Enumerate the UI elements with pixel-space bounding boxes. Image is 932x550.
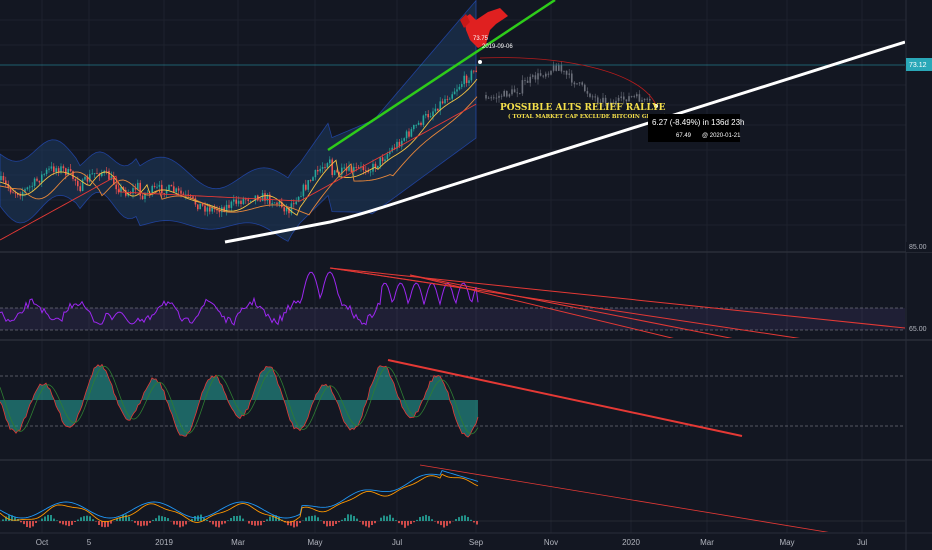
stochastic-pane[interactable]	[0, 359, 906, 438]
peak-value: 73.75	[473, 36, 489, 42]
measure-line-3: @ 2020-01-21	[702, 133, 741, 139]
macd-line	[0, 470, 479, 519]
price-pane[interactable]	[0, 0, 906, 244]
macd-signal-line	[0, 473, 479, 523]
time-axis-label: 5	[87, 538, 92, 547]
time-axis-label: May	[307, 538, 322, 547]
measure-start-point[interactable]	[478, 60, 482, 64]
measure-end-point[interactable]	[654, 104, 658, 108]
rsi-pane[interactable]	[0, 267, 906, 340]
candlestick-series	[0, 66, 477, 218]
stochastic-area	[0, 364, 478, 438]
moving-averages	[0, 78, 478, 241]
peak-date: 2019-09-06	[482, 44, 513, 50]
time-axis-label: 2019	[155, 538, 173, 547]
annotation-title: POSSIBLE ALTS RELIEF RALLYE	[500, 103, 666, 113]
price-tag: 73.12	[906, 58, 932, 71]
white-trendline[interactable]	[224, 40, 905, 244]
annotation-subtitle: ( TOTAL MARKET CAP EXCLUDE BITCOIN GROW …	[508, 113, 667, 120]
time-axis-label: Jul	[857, 538, 867, 547]
annotation: POSSIBLE ALTS RELIEF RALLYE ( TOTAL MARK…	[500, 103, 667, 120]
stochastic-trendline	[387, 359, 743, 437]
stochastic-d-line	[0, 365, 479, 435]
rsi-trendlines	[329, 267, 905, 338]
time-axis-label: Mar	[700, 538, 714, 547]
rsi-band	[0, 308, 905, 330]
time-axis-label: Mar	[231, 538, 245, 547]
green-trendline[interactable]	[327, 0, 556, 152]
time-axis: Oct 5 2019 Mar May Jul Sep Nov 2020 Mar May Jul	[36, 538, 868, 547]
measure-line-1: 6.27 (-8.49%) in 136d 23h	[652, 118, 745, 127]
measure-line-2: 67.49	[676, 133, 692, 139]
rsi-upper-label: 85.00	[909, 244, 927, 251]
time-axis-label: Oct	[36, 538, 49, 547]
stochastic-k-line	[0, 363, 479, 438]
macd-pane[interactable]	[0, 464, 906, 545]
red-projection-arc	[479, 57, 657, 106]
rocket-icon	[460, 8, 508, 48]
peak-label: 73.75 2019-09-06	[473, 36, 513, 50]
price-tag-text: 73.12	[909, 62, 927, 69]
time-axis-label: 2020	[622, 538, 640, 547]
time-axis-label: Sep	[469, 538, 484, 547]
macd-trendline	[419, 464, 829, 532]
rsi-lower-label: 65.00	[909, 326, 927, 333]
rsi-line	[0, 271, 479, 326]
rsi-scale: 85.00 65.00	[906, 242, 932, 333]
time-axis-label: Nov	[544, 538, 558, 547]
measure-tooltip: 6.27 (-8.49%) in 136d 23h 67.49 @ 2020-0…	[648, 114, 745, 142]
time-axis-label: Jul	[392, 538, 402, 547]
time-axis-label: May	[779, 538, 794, 547]
projection-candles	[485, 61, 651, 110]
